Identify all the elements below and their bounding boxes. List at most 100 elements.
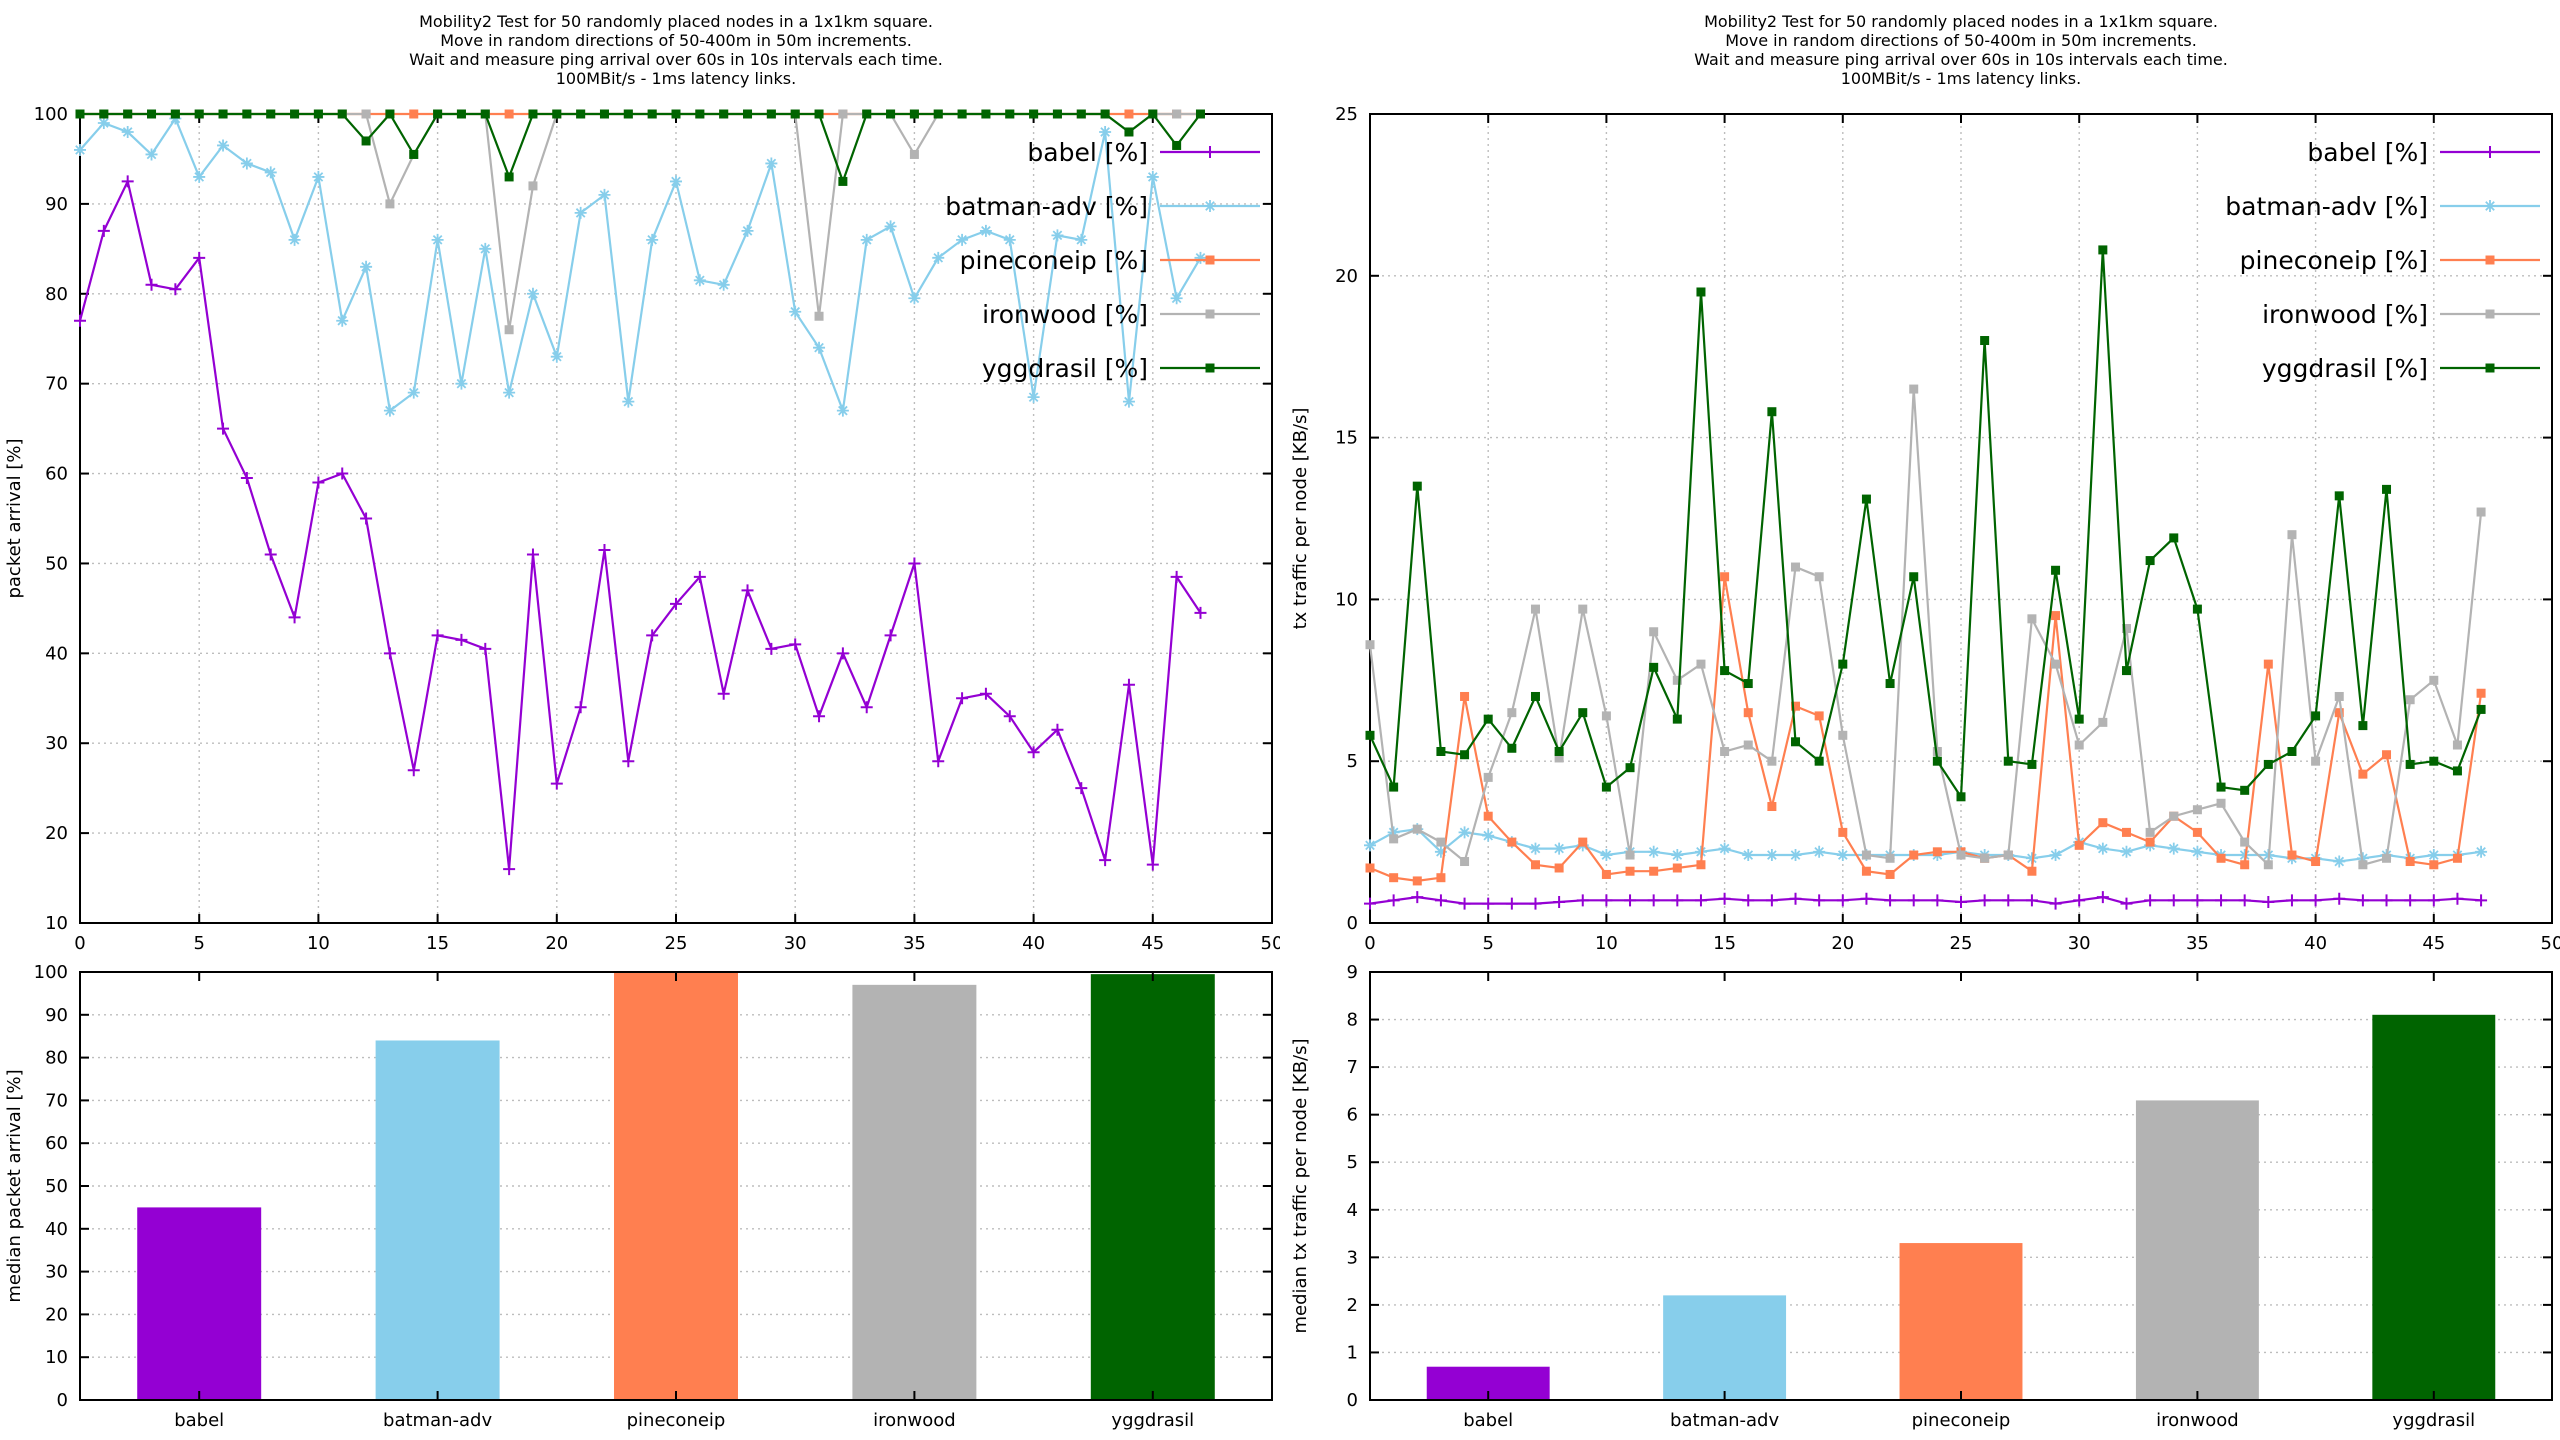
plot-tx-traffic: 0 5 10 15 20 25 30 35 40 45 50 0 5 10 15 20 25 tx traffic… xyxy=(1290,104,2560,954)
series-pineconeip [%] xyxy=(1365,572,2486,886)
svg-text:9: 9 xyxy=(1347,962,1358,983)
svg-text:2: 2 xyxy=(1347,1295,1358,1316)
svg-text:batman-adv: batman-adv xyxy=(383,1410,492,1431)
series-yggdrasil [%] xyxy=(1365,245,2486,802)
series-batman-adv [%] xyxy=(74,112,1207,417)
chart-title-line: 100MBit/s - 1ms latency links. xyxy=(1840,69,2082,88)
bar-batman-adv xyxy=(375,1040,500,1400)
chart-title-block: Mobility2 Test for 50 randomly placed no… xyxy=(1370,12,2552,88)
chart-title-line: Mobility2 Test for 50 randomly placed no… xyxy=(1704,12,2218,31)
svg-text:25: 25 xyxy=(665,933,688,954)
svg-text:0: 0 xyxy=(57,1390,68,1411)
svg-text:0: 0 xyxy=(74,933,85,954)
chart-title-line: Wait and measure ping arrival over 60s i… xyxy=(409,50,943,69)
svg-text:median tx traffic per node [KB: median tx traffic per node [KB/s] xyxy=(1290,1038,1311,1333)
svg-text:25: 25 xyxy=(1950,933,1973,954)
svg-text:50: 50 xyxy=(1261,933,1280,954)
svg-text:ironwood: ironwood xyxy=(873,1410,956,1431)
plot-packet-arrival: 0 5 10 15 20 25 30 35 40 45 50 10 20 30 40 50 60 70 80 90 10… xyxy=(4,104,1280,954)
svg-text:batman-adv [%]: batman-adv [%] xyxy=(945,192,1148,221)
chart-title-line: 100MBit/s - 1ms latency links. xyxy=(555,69,797,88)
svg-text:babel [%]: babel [%] xyxy=(1027,138,1148,167)
chart-title-line: Move in random directions of 50-400m in … xyxy=(1725,31,2197,50)
series-ironwood [%] xyxy=(1365,384,2486,870)
svg-text:25: 25 xyxy=(1335,104,1358,125)
chart-title-line: Move in random directions of 50-400m in … xyxy=(440,31,912,50)
chart-title-line: Mobility2 Test for 50 randomly placed no… xyxy=(419,12,933,31)
svg-text:60: 60 xyxy=(45,464,68,485)
bar-ironwood xyxy=(852,984,977,1400)
svg-text:90: 90 xyxy=(45,1005,68,1026)
svg-text:80: 80 xyxy=(45,284,68,305)
series-babel [%] xyxy=(1364,891,2488,910)
svg-text:50: 50 xyxy=(2541,933,2560,954)
svg-text:100: 100 xyxy=(34,104,68,125)
series-babel [%] xyxy=(74,175,1207,876)
svg-text:0: 0 xyxy=(1347,1390,1358,1411)
svg-text:packet arrival [%]: packet arrival [%] xyxy=(4,438,25,598)
svg-text:0: 0 xyxy=(1347,913,1358,934)
line-chart-packet-arrival: 0 5 10 15 20 25 30 35 40 45 50 10 20 30 40 50 60 70 80 90 10… xyxy=(4,104,1280,954)
svg-text:pineconeip: pineconeip xyxy=(1912,1410,2011,1431)
svg-text:yggdrasil: yggdrasil xyxy=(1111,1410,1194,1431)
svg-text:batman-adv [%]: batman-adv [%] xyxy=(2225,192,2428,221)
svg-text:20: 20 xyxy=(1831,933,1854,954)
svg-text:5: 5 xyxy=(1482,933,1493,954)
svg-text:babel: babel xyxy=(174,1410,224,1431)
legend: babel [%] batman-adv [%] pineconeip [%] iro… xyxy=(2225,138,2540,383)
svg-text:20: 20 xyxy=(45,823,68,844)
svg-text:30: 30 xyxy=(784,933,807,954)
chart-cell-median-tx-traffic: 0 1 2 3 4 5 6 7 8 9 babel batman-adv pineconeip ironw… xyxy=(1280,960,2560,1440)
plot-median-packet-arrival: 0 10 20 30 40 50 60 70 80 90 100 babel batman-adv pin… xyxy=(4,962,1273,1431)
svg-text:3: 3 xyxy=(1347,1247,1358,1268)
svg-text:70: 70 xyxy=(45,374,68,395)
plot-median-tx-traffic: 0 1 2 3 4 5 6 7 8 9 babel batman-adv pineconeip ironw… xyxy=(1290,962,2553,1431)
svg-text:45: 45 xyxy=(1141,933,1164,954)
chart-cell-tx-traffic: Mobility2 Test for 50 randomly placed no… xyxy=(1280,0,2560,960)
svg-text:35: 35 xyxy=(2186,933,2209,954)
svg-text:yggdrasil [%]: yggdrasil [%] xyxy=(2262,354,2428,383)
svg-text:6: 6 xyxy=(1347,1105,1358,1126)
svg-text:30: 30 xyxy=(2068,933,2091,954)
svg-text:20: 20 xyxy=(45,1304,68,1325)
svg-text:tx traffic per node [KB/s]: tx traffic per node [KB/s] xyxy=(1290,408,1311,630)
legend: babel [%] batman-adv [%] pineconeip [%] iro… xyxy=(945,138,1260,383)
svg-text:60: 60 xyxy=(45,1133,68,1154)
svg-text:pineconeip [%]: pineconeip [%] xyxy=(2240,246,2428,275)
svg-text:1: 1 xyxy=(1347,1342,1358,1363)
svg-text:yggdrasil [%]: yggdrasil [%] xyxy=(982,354,1148,383)
svg-text:yggdrasil: yggdrasil xyxy=(2392,1410,2475,1431)
bar-yggdrasil xyxy=(2372,1014,2496,1400)
svg-text:7: 7 xyxy=(1347,1057,1358,1078)
svg-text:40: 40 xyxy=(45,1219,68,1240)
svg-text:100: 100 xyxy=(34,962,68,983)
svg-text:10: 10 xyxy=(1335,589,1358,610)
svg-text:babel: babel xyxy=(1463,1410,1513,1431)
bar-chart-median-tx-traffic: 0 1 2 3 4 5 6 7 8 9 babel batman-adv pineconeip ironw… xyxy=(1290,962,2553,1431)
bar-yggdrasil xyxy=(1090,974,1215,1400)
svg-text:80: 80 xyxy=(45,1048,68,1069)
svg-text:20: 20 xyxy=(545,933,568,954)
svg-text:4: 4 xyxy=(1347,1200,1358,1221)
svg-text:ironwood: ironwood xyxy=(2156,1410,2239,1431)
series-yggdrasil [%] xyxy=(75,109,1205,186)
svg-text:ironwood [%]: ironwood [%] xyxy=(2262,300,2428,329)
bar-ironwood xyxy=(2135,1100,2259,1400)
line-chart-tx-traffic: 0 5 10 15 20 25 30 35 40 45 50 0 5 10 15 20 25 tx traffic… xyxy=(1290,104,2560,954)
svg-text:ironwood [%]: ironwood [%] xyxy=(982,300,1148,329)
svg-text:5: 5 xyxy=(1347,751,1358,772)
svg-text:30: 30 xyxy=(45,733,68,754)
chart-title-block: Mobility2 Test for 50 randomly placed no… xyxy=(80,12,1272,88)
svg-text:5: 5 xyxy=(193,933,204,954)
svg-text:5: 5 xyxy=(1347,1152,1358,1173)
svg-text:15: 15 xyxy=(1335,428,1358,449)
svg-text:30: 30 xyxy=(45,1262,68,1283)
svg-text:batman-adv: batman-adv xyxy=(1670,1410,1779,1431)
chart-title-line: Wait and measure ping arrival over 60s i… xyxy=(1694,50,2228,69)
chart-cell-packet-arrival: Mobility2 Test for 50 randomly placed no… xyxy=(0,0,1280,960)
bar-chart-median-packet-arrival: 0 10 20 30 40 50 60 70 80 90 100 babel batman-adv pin… xyxy=(4,962,1273,1431)
svg-text:15: 15 xyxy=(1713,933,1736,954)
svg-text:10: 10 xyxy=(1595,933,1618,954)
chart-cell-median-packet-arrival: 0 10 20 30 40 50 60 70 80 90 100 babel batman-adv pin… xyxy=(0,960,1280,1440)
svg-text:10: 10 xyxy=(45,913,68,934)
